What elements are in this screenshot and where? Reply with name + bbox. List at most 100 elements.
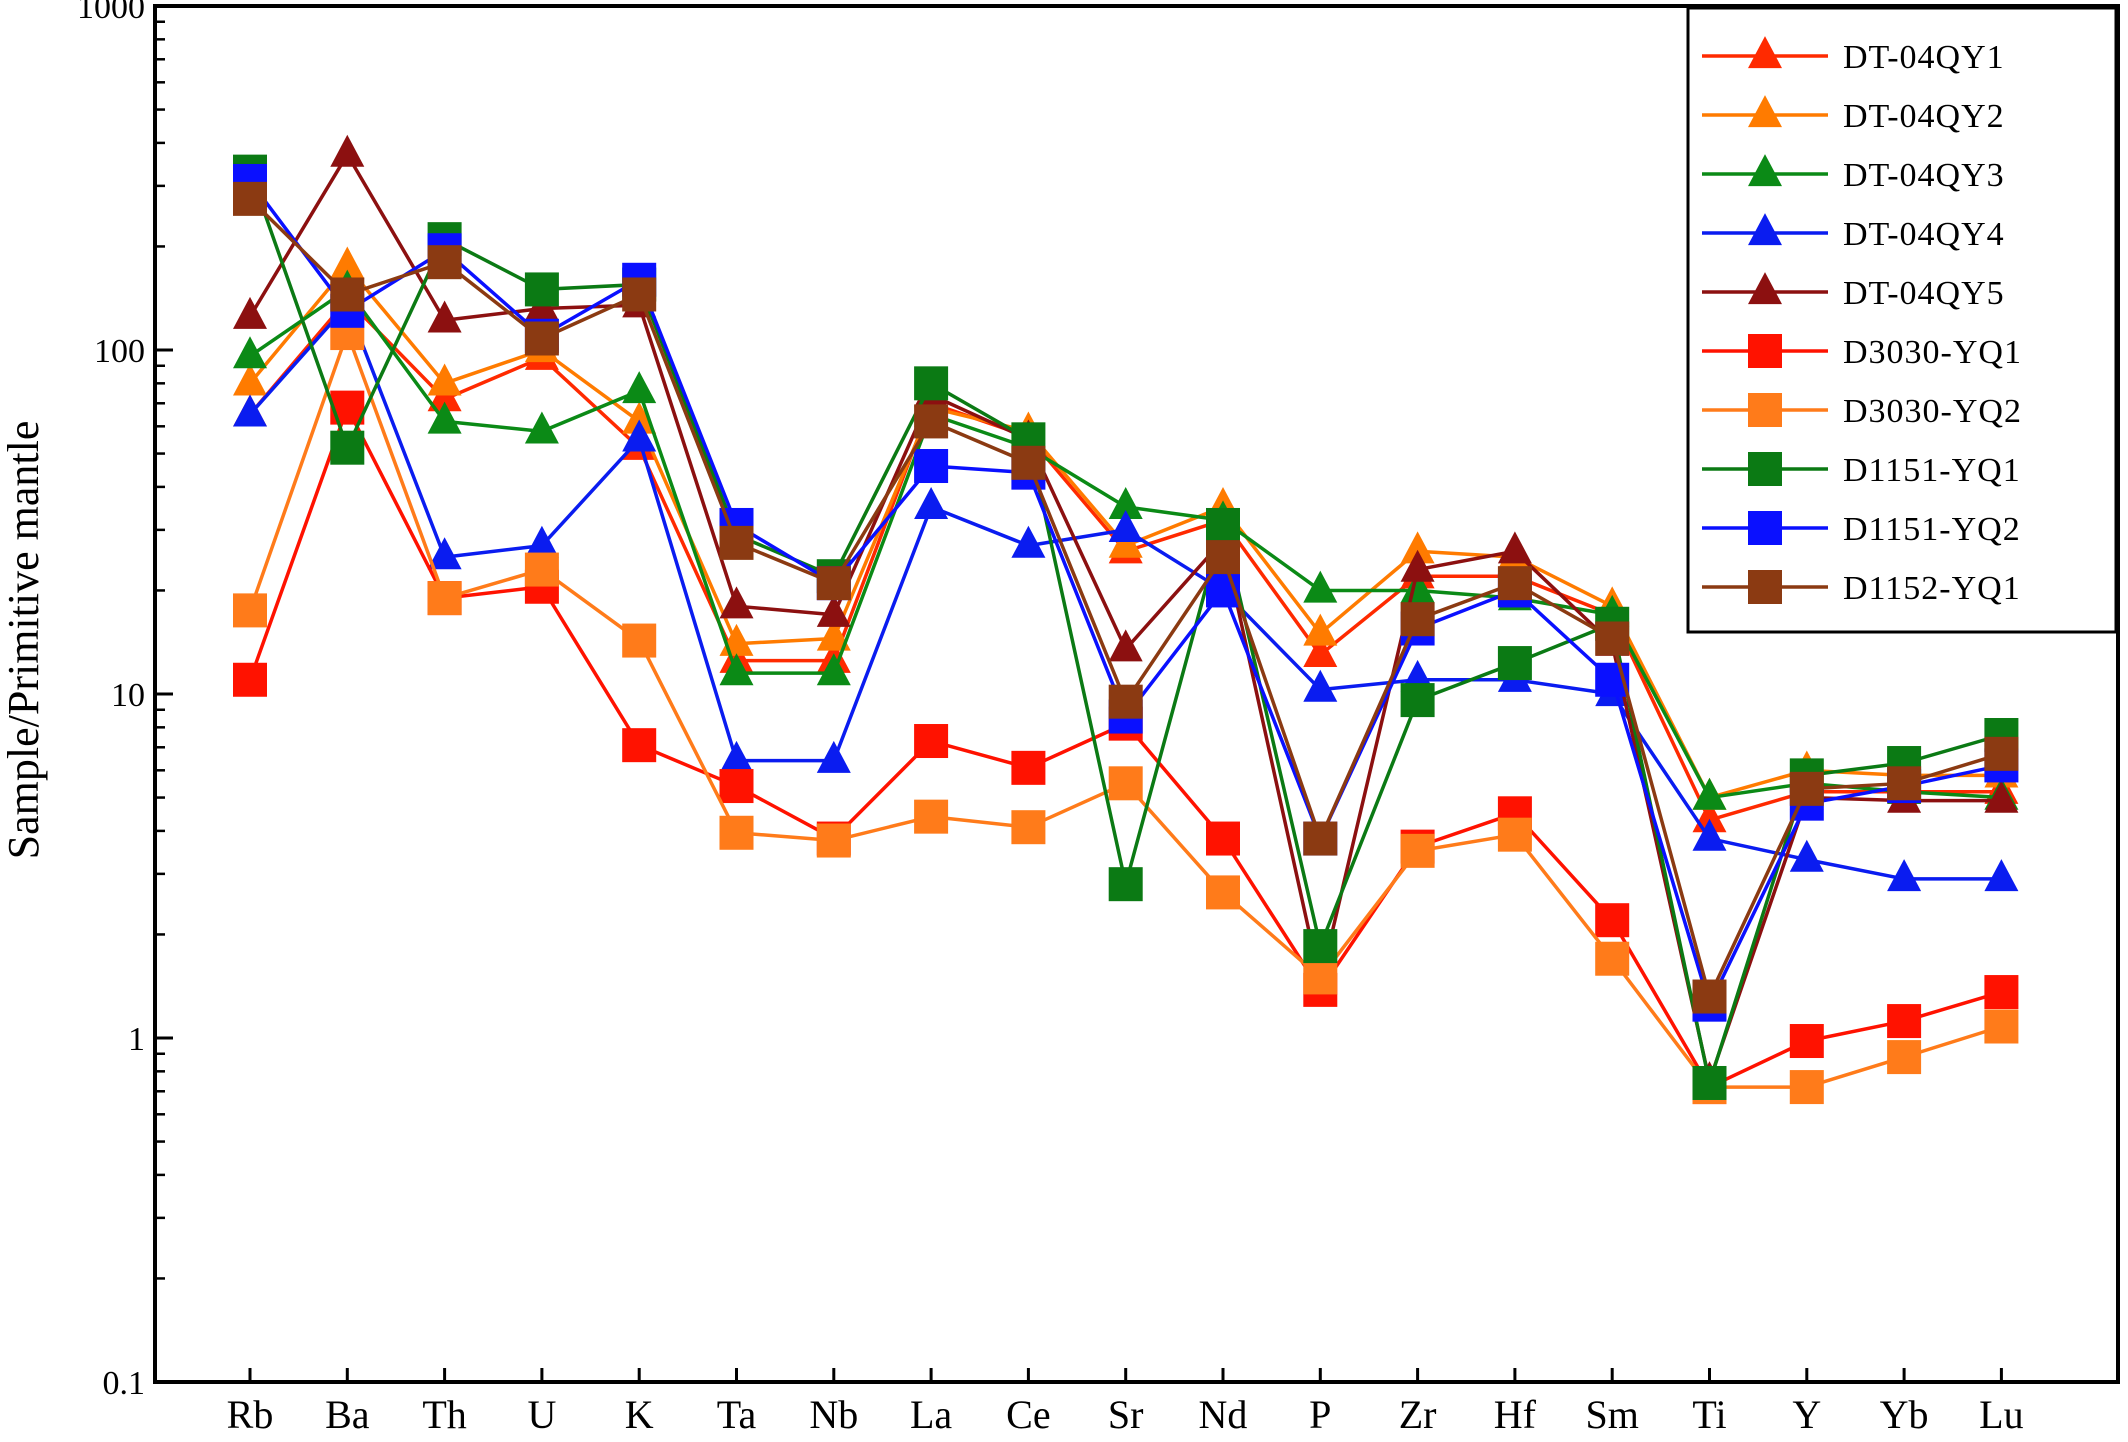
data-point xyxy=(1984,1009,2019,1044)
series-D1152-YQ1 xyxy=(233,181,2019,1014)
x-tick-label: Nb xyxy=(809,1392,858,1437)
data-point xyxy=(233,336,267,369)
data-point xyxy=(622,728,657,763)
y-tick-label: 100 xyxy=(94,333,145,370)
data-point xyxy=(1984,736,2019,771)
data-point xyxy=(1789,771,1824,806)
data-point xyxy=(233,394,267,427)
data-point xyxy=(1497,646,1532,681)
data-point xyxy=(524,272,559,307)
legend-label: D1151-YQ2 xyxy=(1843,511,2021,548)
legend-marker xyxy=(1748,511,1782,545)
data-point xyxy=(1206,875,1240,910)
x-tick-label: Zr xyxy=(1399,1392,1437,1437)
legend-marker xyxy=(1748,570,1782,604)
x-tick-label: Lu xyxy=(1979,1392,2023,1437)
data-point xyxy=(330,430,365,465)
data-point xyxy=(233,363,267,396)
legend: DT-04QY1 DT-04QY2 DT-04QY3 DT-04QY4 DT-04QY5… xyxy=(1686,6,2118,634)
data-point xyxy=(1984,859,2019,892)
data-point xyxy=(914,366,949,401)
plot-area: 0.1 1 10 100 1000 Rb Ba Th U K Ta Nb La Ce Sr Nd P Zr Hf Sm… xyxy=(77,0,2120,1437)
legend-label: DT-04QY2 xyxy=(1843,98,2005,135)
legend-label: D1151-YQ1 xyxy=(1843,452,2021,489)
data-point xyxy=(1984,780,2019,813)
data-point xyxy=(622,277,657,312)
data-point xyxy=(330,134,365,167)
x-tick-label: Rb xyxy=(227,1392,274,1437)
series-DT-04QY4 xyxy=(233,285,2019,892)
legend-marker xyxy=(1748,452,1782,486)
data-point xyxy=(1108,629,1143,662)
data-point xyxy=(1303,613,1338,646)
data-point xyxy=(1108,867,1143,902)
legend-label: DT-04QY3 xyxy=(1843,157,2005,194)
data-point xyxy=(330,246,365,279)
data-point xyxy=(1400,570,1435,603)
data-point xyxy=(1595,903,1630,938)
x-tick-label: La xyxy=(910,1392,952,1437)
data-point xyxy=(1303,929,1338,964)
data-point xyxy=(1206,540,1240,575)
data-point xyxy=(1400,833,1435,868)
x-tick-label: Yb xyxy=(1880,1392,1929,1437)
x-tick-label: K xyxy=(625,1392,654,1437)
data-point xyxy=(719,815,754,850)
data-point xyxy=(524,525,559,558)
data-point xyxy=(1887,1004,1922,1039)
data-point xyxy=(1692,818,1727,851)
data-point xyxy=(1887,766,1922,801)
data-point xyxy=(1011,810,1046,845)
data-point xyxy=(427,581,462,616)
data-point xyxy=(524,552,559,587)
legend-label: D1152-YQ1 xyxy=(1843,570,2021,607)
y-axis-title: Sample/Primitive mantle xyxy=(0,421,48,860)
data-point xyxy=(1108,487,1143,520)
legend-marker xyxy=(1748,272,1782,305)
data-point xyxy=(719,653,754,686)
data-point xyxy=(1011,445,1046,480)
legend-marker xyxy=(1748,154,1782,187)
x-tick-label: Nd xyxy=(1199,1392,1248,1437)
data-point xyxy=(427,401,462,434)
y-tick-label: 0.1 xyxy=(103,1365,146,1402)
legend-label: DT-04QY1 xyxy=(1843,39,2005,76)
data-point xyxy=(914,724,949,759)
x-tick-label: P xyxy=(1309,1392,1331,1437)
data-point xyxy=(427,363,462,396)
data-point xyxy=(719,740,754,773)
x-tick-label: Sm xyxy=(1586,1392,1639,1437)
data-point xyxy=(1206,507,1240,542)
legend-label: D3030-YQ2 xyxy=(1843,393,2022,430)
data-point xyxy=(330,277,365,312)
legend-label: DT-04QY4 xyxy=(1843,216,2005,253)
x-tick-label: Y xyxy=(1792,1392,1821,1437)
data-point xyxy=(427,537,462,570)
data-point xyxy=(1108,510,1143,543)
data-point xyxy=(1011,750,1046,785)
x-tick-label: Sr xyxy=(1108,1392,1144,1437)
x-tick-label: Th xyxy=(422,1392,466,1437)
data-point xyxy=(1400,531,1435,564)
legend-marker xyxy=(1748,36,1782,69)
data-point xyxy=(427,245,462,280)
data-point xyxy=(1595,941,1630,976)
data-point xyxy=(1789,839,1824,872)
legend-marker xyxy=(1748,213,1782,246)
data-point xyxy=(233,593,267,628)
legend-label: DT-04QY5 xyxy=(1843,275,2005,312)
data-point xyxy=(914,799,949,834)
data-point xyxy=(816,740,851,773)
data-point xyxy=(1692,1065,1727,1100)
data-point xyxy=(1887,859,1922,892)
data-point xyxy=(816,594,851,627)
data-point xyxy=(1011,525,1046,558)
data-point xyxy=(622,419,657,452)
y-tick-label: 1 xyxy=(128,1021,145,1058)
legend-marker xyxy=(1748,334,1782,368)
data-point xyxy=(816,566,851,601)
data-point xyxy=(1595,621,1630,656)
x-tick-label: Ba xyxy=(325,1392,370,1437)
data-point xyxy=(233,296,267,329)
